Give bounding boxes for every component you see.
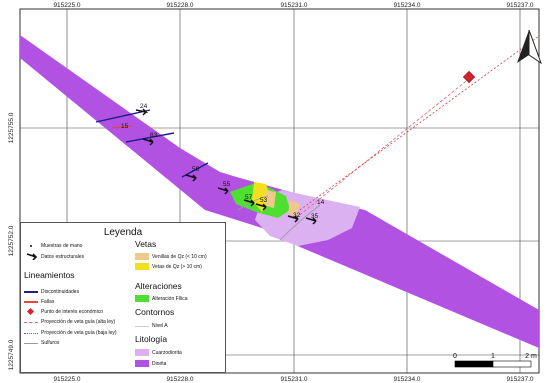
dip-label: 59 [192, 166, 200, 173]
legend-fallas: Fallas [41, 299, 55, 305]
cuarzodiorita-swatch [135, 349, 149, 356]
svg-text:1225755.0: 1225755.0 [8, 112, 15, 143]
dip-label: 57 [245, 194, 253, 201]
proyeccion-alta-ley [295, 77, 471, 219]
dip-label: 15 [121, 123, 129, 130]
dip-label: 14 [317, 199, 325, 206]
venilla-qz-menor [288, 200, 300, 216]
svg-text:915234.0: 915234.0 [393, 376, 420, 383]
dip-label: 55 [223, 181, 231, 188]
alteracion-swatch [135, 295, 149, 302]
structural-markers [135, 108, 317, 225]
proyeccion-baja-swatch [24, 333, 38, 334]
sulfuros-swatch [24, 343, 38, 344]
legend-punto-interes: Punto de interés económico [41, 309, 103, 315]
legend-alteraciones-title: Alteraciones [135, 281, 182, 291]
scalebar: 0 1 2 m [453, 353, 537, 368]
diorita-swatch [135, 360, 149, 367]
dip-label: 83 [150, 132, 158, 139]
svg-text:915237.0: 915237.0 [506, 376, 533, 383]
dip-label: 32 [293, 212, 301, 219]
north-arrow-icon [517, 29, 542, 65]
legend-lineamientos-title: Lineamientos [24, 270, 75, 280]
legend-diorita: Diorita [152, 361, 167, 367]
legend-sulfuros: Sulfuros [41, 340, 60, 346]
svg-text:915225.0: 915225.0 [53, 376, 80, 383]
dip-label: 53 [260, 197, 268, 204]
arrow-icon [26, 253, 38, 260]
svg-text:915234.0: 915234.0 [393, 2, 420, 9]
falla [111, 125, 133, 129]
legend-vetas-mayor: Vetas de Qz (> 10 cm) [152, 264, 202, 270]
svg-text:915231.0: 915231.0 [280, 376, 307, 383]
muestra-icon [30, 245, 32, 247]
svg-text:915228.0: 915228.0 [166, 376, 193, 383]
svg-text:915225.0: 915225.0 [53, 2, 80, 9]
legend-datos-estructurales: Datos estructurales [41, 254, 85, 260]
svg-text:915237.0: 915237.0 [506, 2, 533, 9]
legend-discontinuidades: Discontinuidades [41, 289, 80, 295]
venilla-qz-menor [266, 190, 276, 208]
dip-label: 35 [311, 213, 319, 220]
legend-nivel-a: Nivel A [152, 323, 168, 329]
falla-swatch [24, 301, 38, 303]
x-ticks-bottom: 915225.0 915228.0 915231.0 915234.0 9152… [53, 376, 533, 383]
legend-proyeccion-alta: Proyección de veta guía (alta ley) [41, 319, 116, 325]
legend: Leyenda Muestras de mano Datos estructur… [20, 222, 226, 373]
proyeccion-alta-swatch [24, 322, 38, 323]
legend-venillas: Venillas de Qz (< 10 cm) [152, 254, 207, 260]
scalebar-label: 0 [453, 353, 457, 360]
x-ticks-top: 915225.0 915228.0 915231.0 915234.0 9152… [53, 2, 533, 9]
svg-text:1225752.0: 1225752.0 [8, 225, 15, 256]
scalebar-label: 1 [491, 353, 495, 360]
punto-interes-economico [462, 70, 476, 84]
venillas-swatch [135, 253, 149, 260]
legend-proyeccion-baja: Proyección de veta guía (baja ley) [41, 330, 117, 336]
svg-text:915228.0: 915228.0 [166, 2, 193, 9]
legend-vetas-title: Vetas [135, 239, 157, 249]
svg-text:915231.0: 915231.0 [280, 2, 307, 9]
scalebar-label: 2 m [525, 353, 537, 360]
dip-label: 24 [140, 103, 148, 110]
nivel-swatch [135, 326, 149, 327]
svg-text:1225749.0: 1225749.0 [8, 339, 15, 370]
legend-litologia-title: Litología [135, 334, 168, 344]
discontinuidad-swatch [24, 291, 38, 293]
legend-contornos-title: Contornos [135, 307, 175, 317]
legend-cuarzodiorita: Cuarzodiorita [152, 350, 182, 356]
legend-muestras: Muestras de mano [41, 243, 83, 249]
sulfuros [279, 204, 321, 241]
y-ticks: 1225755.0 1225752.0 1225749.0 [8, 112, 15, 370]
legend-title: Leyenda [103, 227, 143, 238]
punto-interes-icon [26, 307, 35, 316]
legend-alteracion-filica: Alteración Fílica [152, 296, 188, 302]
vetas-swatch [135, 263, 149, 270]
proyeccion-baja-ley [299, 35, 540, 211]
structural-labels: 24 15 83 59 55 57 53 14 32 35 [121, 103, 325, 220]
